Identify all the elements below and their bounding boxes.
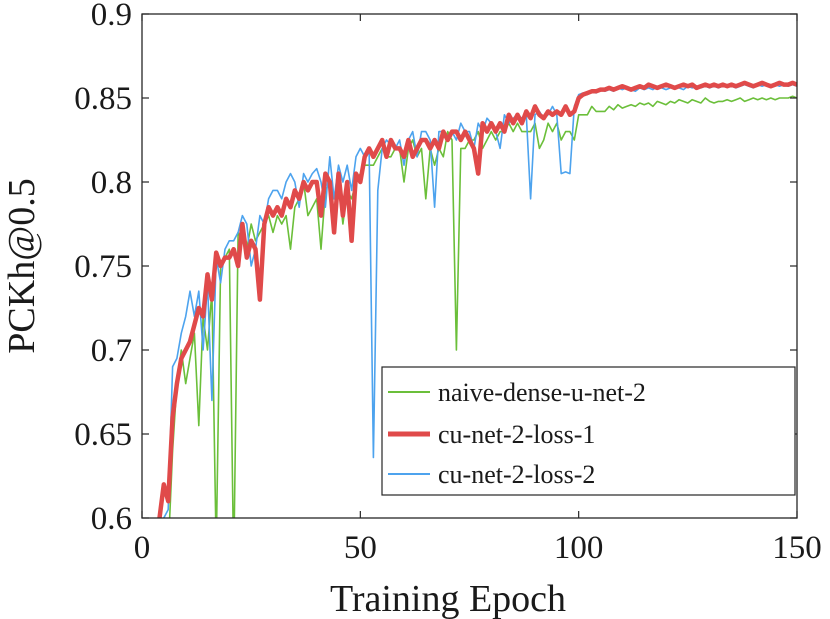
y-axis-title: PCKh@0.5: [1, 178, 43, 353]
legend-label-cu-net-2-loss-1: cu-net-2-loss-1: [438, 420, 595, 449]
x-tick-label: 50: [344, 530, 377, 566]
x-tick-label: 100: [554, 530, 604, 566]
x-tick-label: 0: [134, 530, 151, 566]
series-group: [157, 80, 797, 518]
y-tick-label: 0.8: [91, 165, 132, 201]
y-tick-label: 0.85: [74, 81, 132, 117]
legend-label-cu-net-2-loss-2: cu-net-2-loss-2: [438, 460, 595, 489]
y-tick-label: 0.75: [74, 249, 132, 285]
y-tick-label: 0.7: [91, 333, 132, 369]
y-tick-label: 0.6: [91, 501, 132, 537]
x-axis-title: Training Epoch: [330, 578, 566, 619]
y-tick-label: 0.65: [74, 417, 132, 453]
x-tick-label: 150: [772, 530, 822, 566]
y-tick-label: 0.9: [91, 0, 132, 33]
ticks-group: [141, 13, 798, 519]
tick-labels-group: 0 50 100 150 0.6 0.65 0.7 0.75 0.8 0.85 0.9: [74, 0, 822, 566]
legend: naive-dense-u-net-2 cu-net-2-loss-1 cu-n…: [381, 366, 796, 496]
legend-label-naive-dense-u-net-2: naive-dense-u-net-2: [438, 378, 646, 407]
series-line-cu-net-2-loss-1: [157, 80, 797, 518]
legend-box: [381, 366, 796, 496]
